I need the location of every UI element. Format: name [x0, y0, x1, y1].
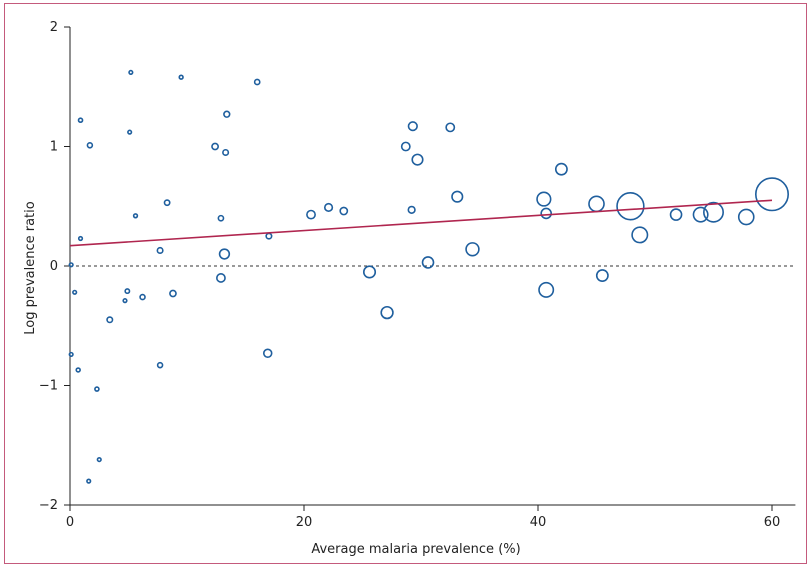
data-point [669, 208, 683, 221]
data-point [128, 69, 134, 76]
data-point [86, 142, 94, 149]
x-axis-label: Average malaria prevalence (%) [311, 542, 520, 557]
data-point [265, 232, 273, 240]
data-point [421, 256, 435, 269]
data-point [400, 141, 411, 152]
data-point [68, 351, 74, 358]
data-point [169, 289, 177, 298]
data-point [77, 117, 84, 124]
data-point [538, 281, 555, 298]
data-point [407, 121, 418, 132]
data-point [223, 110, 231, 118]
y-tick-label: 2 [50, 20, 58, 35]
x-tick-label: 40 [530, 515, 547, 530]
data-point [72, 289, 78, 295]
data-point [631, 226, 649, 244]
data-point [616, 192, 645, 221]
y-tick-label: −2 [39, 498, 58, 513]
data-point [253, 78, 261, 86]
data-point [132, 213, 139, 219]
data-point [411, 153, 424, 166]
data-point [216, 273, 226, 283]
data-point [536, 191, 552, 207]
data-point [588, 195, 605, 213]
data-point [445, 122, 456, 133]
figure-frame [4, 3, 807, 564]
data-point [554, 162, 568, 176]
data-point [94, 386, 100, 392]
data-point [451, 190, 464, 203]
data-point [737, 208, 755, 226]
y-tick-label: −1 [39, 379, 58, 394]
data-point [262, 348, 273, 358]
data-point [96, 456, 102, 463]
data-point [306, 209, 316, 220]
data-point [339, 206, 349, 216]
data-point [465, 242, 480, 257]
y-axis-label: Log prevalence ratio [23, 201, 38, 334]
data-point [75, 367, 81, 373]
data-points [68, 69, 789, 484]
data-point [139, 293, 146, 301]
data-point [122, 298, 128, 304]
data-point [380, 305, 394, 320]
x-tick-label: 0 [66, 515, 74, 530]
regression-line [69, 199, 773, 247]
x-tick-label: 20 [296, 515, 313, 530]
data-point [211, 142, 219, 151]
data-point [106, 316, 114, 324]
data-point [156, 361, 164, 369]
data-point [540, 207, 552, 220]
data-point [127, 129, 133, 135]
data-point [68, 262, 74, 268]
data-point [156, 246, 164, 254]
axis-labels: Average malaria prevalence (%) Log preva… [23, 201, 521, 557]
data-point [218, 248, 231, 260]
data-point [323, 202, 334, 213]
y-tick-label: 0 [50, 259, 58, 274]
data-point [754, 177, 789, 212]
data-point [124, 288, 131, 295]
data-point [362, 265, 377, 279]
data-point [77, 235, 84, 242]
data-point [692, 206, 709, 223]
data-point [217, 214, 225, 222]
data-point [86, 478, 92, 484]
x-tick-label: 60 [764, 515, 781, 530]
y-tick-label: 1 [50, 140, 58, 155]
data-point [163, 199, 171, 207]
data-point [222, 148, 230, 157]
regression-layer [69, 199, 773, 247]
data-point [703, 201, 724, 223]
data-point [595, 269, 609, 282]
data-point [178, 74, 184, 80]
data-point [407, 205, 416, 214]
axes: 2 1 0 −1 −2 0 20 40 60 [39, 20, 796, 530]
